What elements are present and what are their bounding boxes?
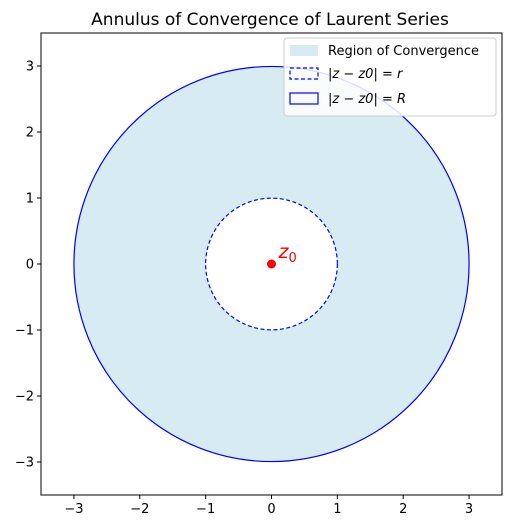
- legend-label-region: Region of Convergence: [328, 44, 479, 59]
- y-tick-label: 0: [26, 258, 34, 273]
- annulus-region: [73, 66, 470, 463]
- outer-boundary-circle: [73, 65, 470, 463]
- legend-swatch-inner: [289, 67, 319, 80]
- legend-label-outer: |z − z0| = R: [328, 92, 406, 107]
- y-tick-label: −3: [15, 456, 34, 471]
- chart-title: Annulus of Convergence of Laurent Series: [91, 10, 449, 30]
- plot-area: z0: [73, 65, 470, 463]
- x-tick-label: 2: [399, 502, 407, 517]
- x-axis-ticks: −3 −2 −1 0 1 2 3: [64, 495, 473, 517]
- y-tick-label: 2: [26, 126, 34, 141]
- legend-box: [283, 37, 497, 117]
- center-label: z0: [278, 241, 297, 266]
- x-tick-label: −2: [130, 502, 149, 517]
- x-tick-label: −1: [196, 502, 215, 517]
- y-tick-label: 3: [26, 60, 34, 75]
- legend-swatch-region: [290, 45, 318, 56]
- center-point-z0: [267, 259, 276, 269]
- y-tick-label: −1: [15, 324, 34, 339]
- y-axis-ticks: −3 −2 −1 0 1 2 3: [15, 60, 41, 471]
- legend-swatch-outer: [289, 92, 319, 105]
- inner-boundary-circle: [205, 197, 338, 331]
- y-tick-label: 1: [26, 192, 34, 207]
- y-tick-label: −2: [15, 390, 34, 405]
- x-tick-label: 0: [267, 502, 275, 517]
- x-tick-label: 3: [465, 502, 473, 517]
- x-tick-label: −3: [64, 502, 83, 517]
- legend-label-inner: |z − z0| = r: [328, 67, 404, 82]
- x-tick-label: 1: [333, 502, 341, 517]
- legend: Region of Convergence |z − z0| = r |z − …: [283, 37, 497, 117]
